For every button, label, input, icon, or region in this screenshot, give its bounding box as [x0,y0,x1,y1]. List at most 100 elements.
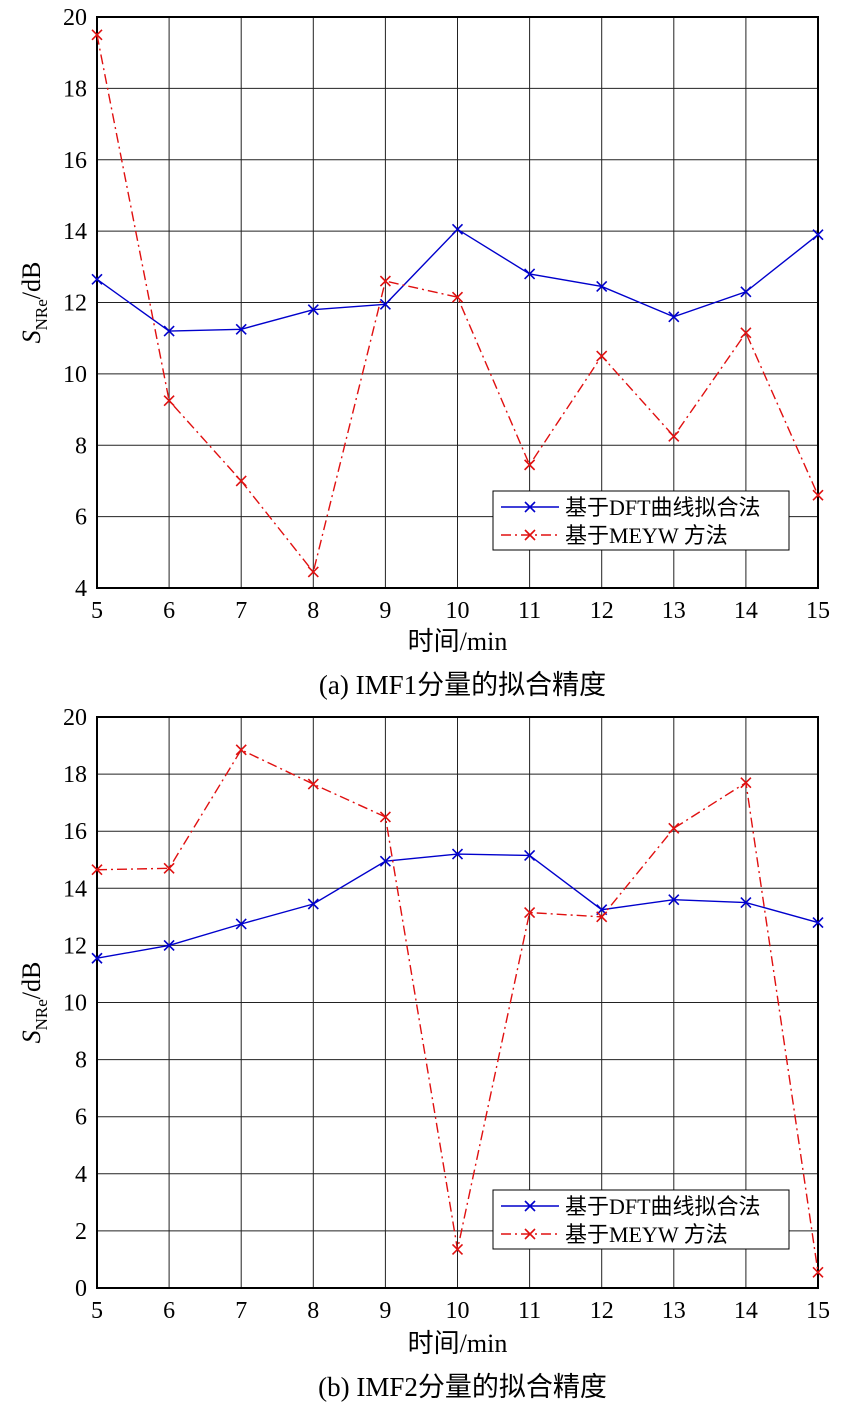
x-tick-label: 14 [734,598,758,624]
data-point-marker [235,744,247,756]
data-point-marker [307,304,319,316]
data-point-marker [163,325,175,337]
x-tick-label: 10 [446,1298,470,1324]
y-tick-label: 16 [63,148,87,174]
y-axis-label: SNRe/dB [17,262,51,344]
data-point-marker [379,855,391,867]
plot-frame [96,16,819,589]
plot-frame [96,716,819,1289]
y-axis-label-subscript: NRe [32,999,51,1030]
y-tick-label: 2 [75,1219,87,1245]
y-tick-label: 14 [63,219,87,245]
data-point-marker [668,311,680,323]
data-point-marker [91,29,103,41]
series-dft [91,223,824,337]
data-point-marker [163,939,175,951]
data-point-marker [668,430,680,442]
legend-box [492,1189,790,1250]
data-point-marker [451,848,464,860]
data-point-marker [307,778,319,790]
y-tick-label: 10 [63,991,87,1017]
y-axis-label-symbol: S [17,330,46,343]
y-tick-label: 4 [75,576,87,602]
y-tick-label: 20 [63,5,87,31]
x-tick-label: 8 [307,1298,319,1324]
x-tick-label: 12 [590,1298,614,1324]
x-tick-label: 7 [235,1298,247,1324]
chart-panel-a: 5 6 7 8 9 10 11 12 13 14 15 4 6 8 10 12 14 16 18 20 时间/min SN… [17,5,830,700]
y-axis-label-subscript: NRe [32,299,51,330]
data-point-marker [235,475,247,487]
x-axis-label: 时间/min [408,627,508,656]
x-tick-label: 9 [379,598,391,624]
legend-marker [524,1228,536,1240]
data-point-marker [379,811,391,823]
legend-label: 基于MEYW 方法 [565,523,728,548]
data-point-marker [307,566,319,578]
data-point-marker [91,952,103,964]
legend-marker [524,1200,536,1212]
data-point-marker [596,350,608,362]
chart-panel-b: 5 6 7 8 9 10 11 12 13 14 15 0 2 4 6 8 10 12 14 16 18 20 时间/min… [17,705,830,1402]
x-tick-label: 6 [163,1298,175,1324]
data-point-marker [668,894,680,906]
data-point-marker [91,864,103,876]
data-point-marker [163,395,175,407]
data-point-marker [740,777,752,789]
figure-caption: (a) IMF1分量的拟合精度 [319,670,606,700]
y-tick-label: 12 [63,291,87,317]
data-point-marker [596,280,608,293]
y-tick-label: 8 [75,433,87,459]
data-point-marker [524,907,536,919]
data-point-marker [524,459,536,471]
x-tick-label: 14 [734,1298,758,1324]
data-point-marker [91,273,103,285]
legend-marker [524,529,536,541]
y-tick-label: 10 [63,362,87,388]
y-axis-label: SNRe/dB [17,962,51,1044]
series-meyw [91,29,824,578]
x-tick-label: 13 [662,598,686,624]
data-point-marker [524,268,536,280]
data-point-marker [740,327,752,339]
series-dft [91,848,824,964]
x-tick-label: 15 [806,1298,830,1324]
series-meyw [91,744,824,1278]
data-point-marker [740,897,752,909]
x-tick-label: 6 [163,598,175,624]
x-tick-label: 7 [235,598,247,624]
legend-label: 基于MEYW 方法 [565,1222,728,1247]
data-point-marker [307,898,319,910]
data-point-marker [379,275,391,287]
legend-box [492,490,790,551]
y-tick-label: 20 [63,705,87,731]
series-line [96,34,819,574]
x-tick-label: 15 [806,598,830,624]
data-point-marker [812,229,824,241]
legend-label: 基于DFT曲线拟合法 [565,495,761,520]
data-point-marker [812,916,824,929]
y-tick-label: 18 [63,762,87,788]
y-tick-label: 14 [63,876,87,902]
data-point-marker [451,291,464,303]
data-point-marker [812,1266,824,1278]
figure-caption: (b) IMF2分量的拟合精度 [318,1372,607,1402]
y-tick-label: 6 [75,1105,87,1131]
data-point-marker [812,489,824,501]
x-tick-label: 8 [307,598,319,624]
x-tick-label: 11 [518,1298,541,1324]
data-point-marker [235,918,247,930]
legend-marker [524,501,536,513]
data-point-marker [596,911,608,923]
data-point-marker [451,1243,464,1256]
y-tick-label: 16 [63,819,87,845]
y-axis-label-symbol: S [17,1030,46,1043]
data-point-marker [740,286,752,298]
x-tick-label: 12 [590,598,614,624]
x-axis-label: 时间/min [408,1329,508,1358]
data-point-marker [163,862,175,874]
y-tick-label: 4 [75,1162,87,1188]
y-tick-label: 18 [63,76,87,102]
